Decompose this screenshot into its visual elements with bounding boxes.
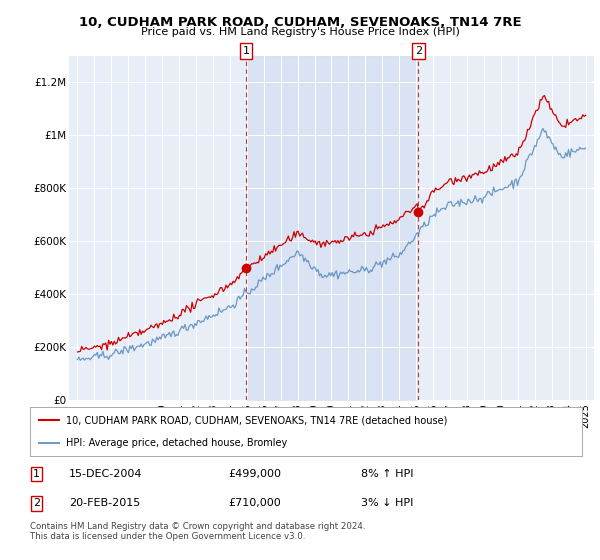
Text: Price paid vs. HM Land Registry's House Price Index (HPI): Price paid vs. HM Land Registry's House … — [140, 27, 460, 37]
Text: 1: 1 — [33, 469, 40, 479]
Text: 10, CUDHAM PARK ROAD, CUDHAM, SEVENOAKS, TN14 7RE (detached house): 10, CUDHAM PARK ROAD, CUDHAM, SEVENOAKS,… — [66, 416, 447, 426]
Text: 8% ↑ HPI: 8% ↑ HPI — [361, 469, 414, 479]
Text: 2: 2 — [33, 498, 40, 508]
Text: 20-FEB-2015: 20-FEB-2015 — [68, 498, 140, 508]
Text: 1: 1 — [242, 46, 250, 56]
Text: £710,000: £710,000 — [229, 498, 281, 508]
Text: £499,000: £499,000 — [229, 469, 282, 479]
Text: Contains HM Land Registry data © Crown copyright and database right 2024.
This d: Contains HM Land Registry data © Crown c… — [30, 522, 365, 542]
Text: 10, CUDHAM PARK ROAD, CUDHAM, SEVENOAKS, TN14 7RE: 10, CUDHAM PARK ROAD, CUDHAM, SEVENOAKS,… — [79, 16, 521, 29]
Text: 3% ↓ HPI: 3% ↓ HPI — [361, 498, 413, 508]
Text: HPI: Average price, detached house, Bromley: HPI: Average price, detached house, Brom… — [66, 438, 287, 448]
Text: 2: 2 — [415, 46, 422, 56]
Text: 15-DEC-2004: 15-DEC-2004 — [68, 469, 142, 479]
